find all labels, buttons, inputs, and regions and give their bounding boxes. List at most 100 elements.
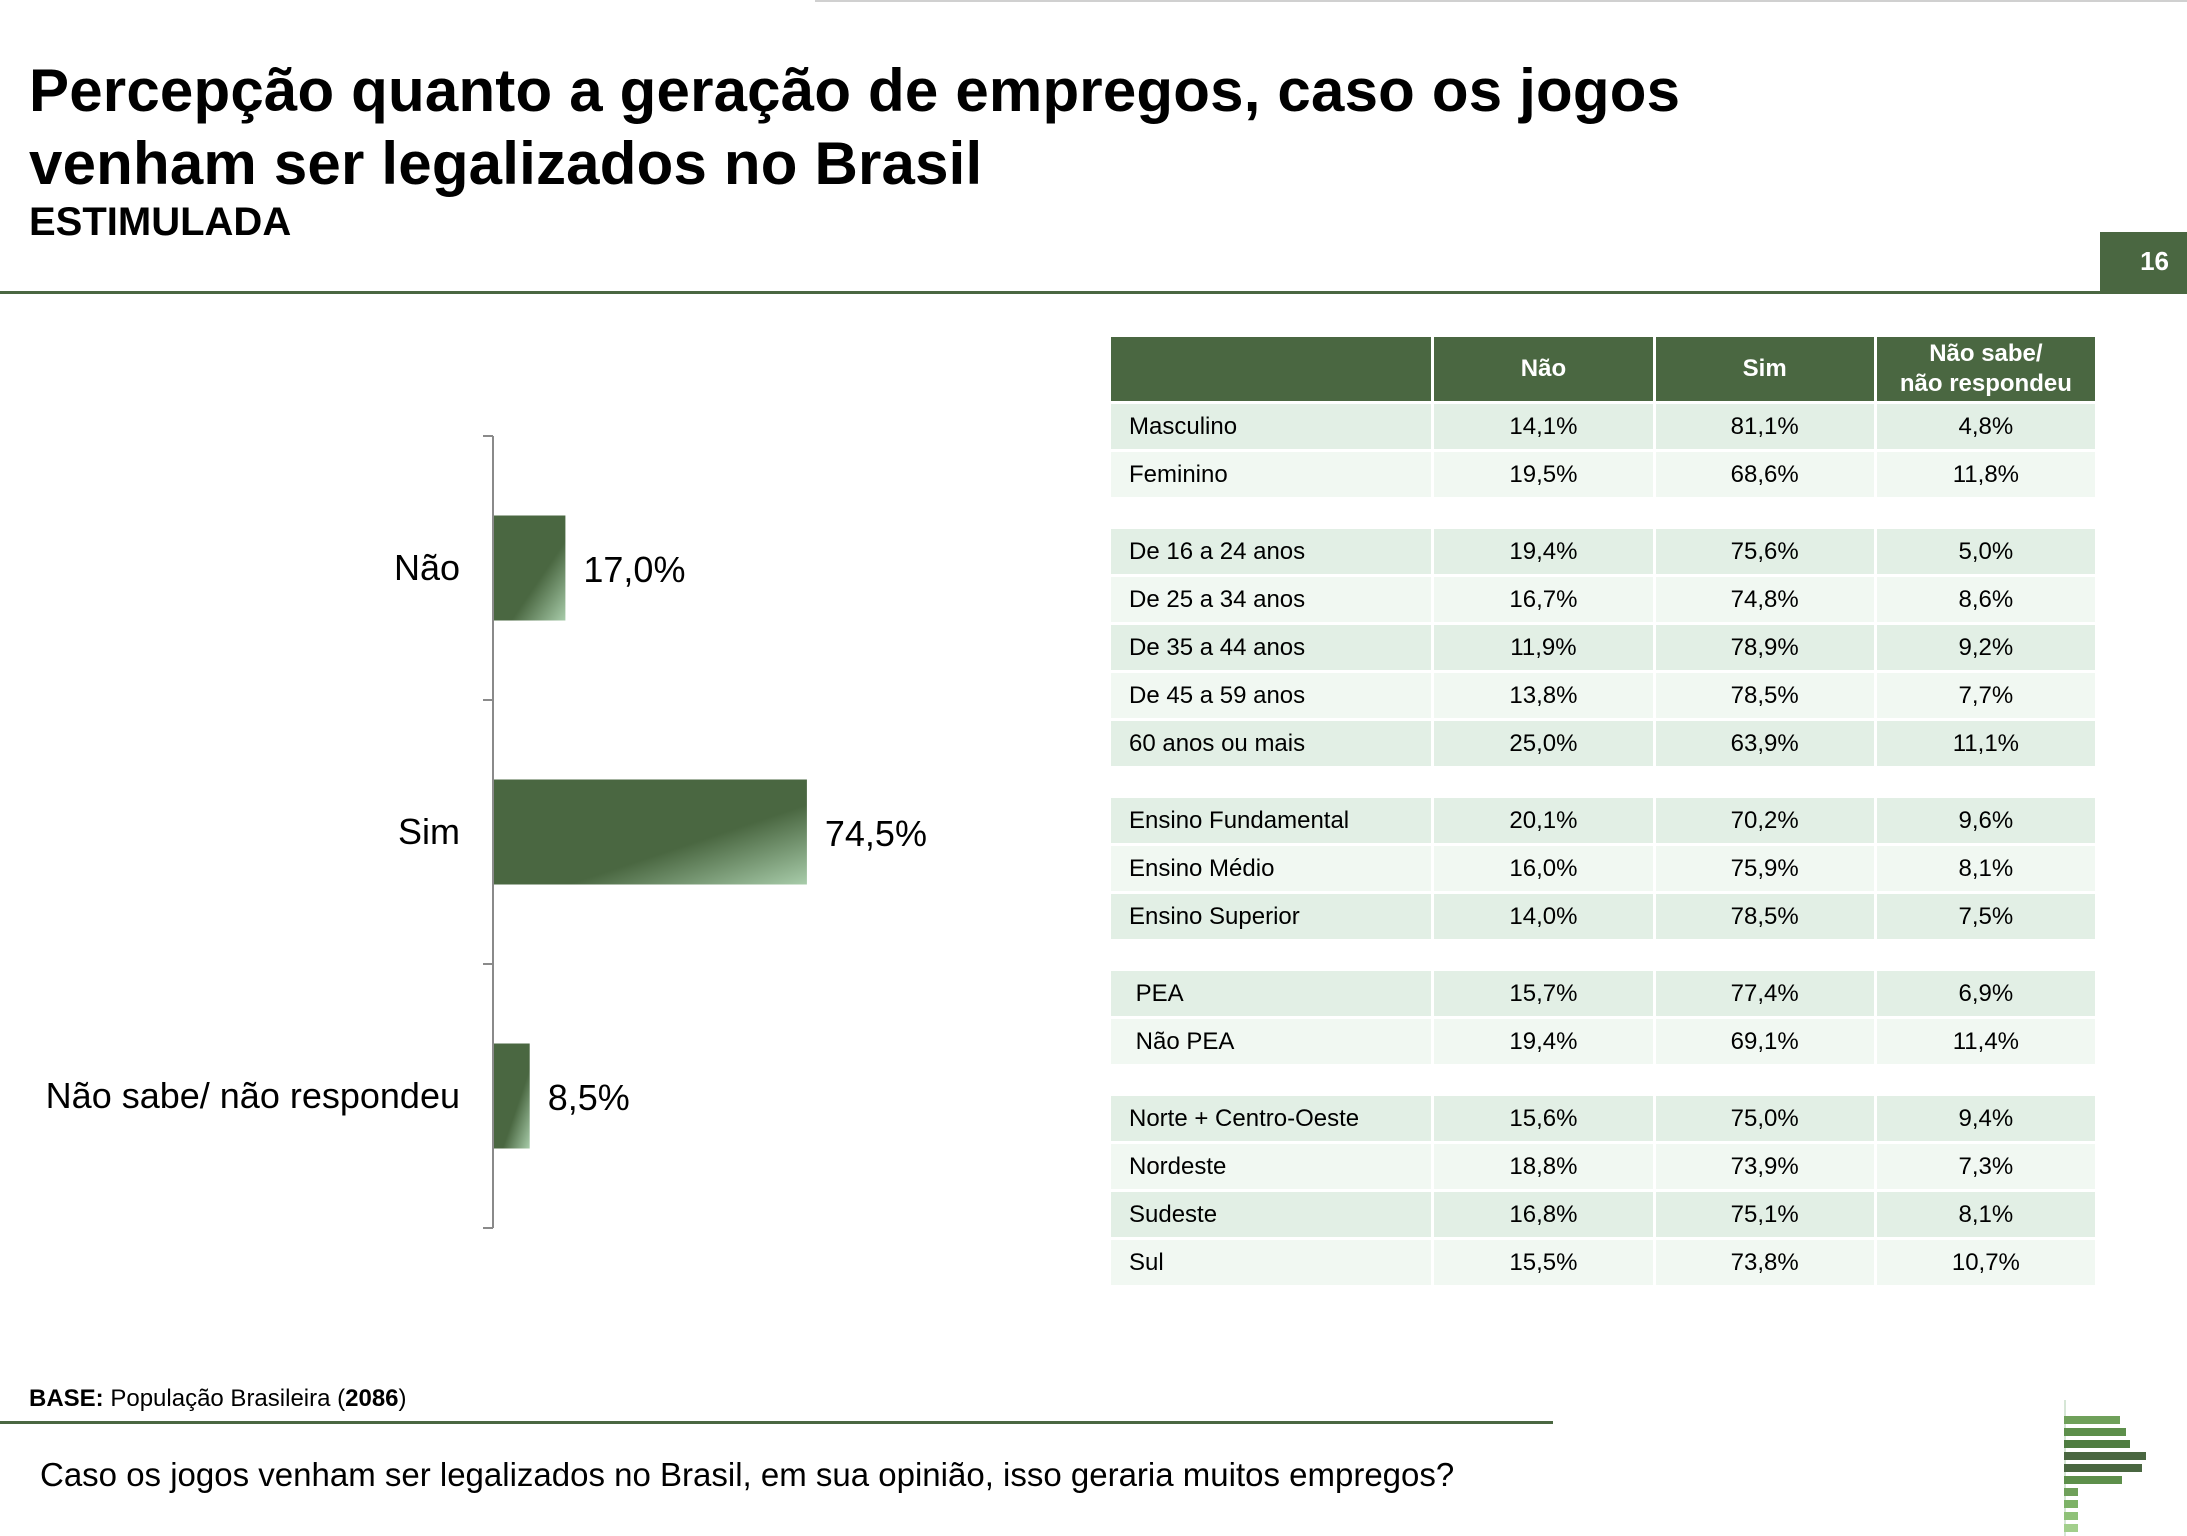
- table-row: Masculino 14,1% 81,1% 4,8%: [1111, 404, 2095, 449]
- table-row: Norte + Centro-Oeste 15,6% 75,0% 9,4%: [1111, 1096, 2095, 1141]
- footer-divider: [0, 1421, 1553, 1424]
- table-body: Masculino 14,1% 81,1% 4,8% Feminino 19,5% 68,6…: [1111, 404, 2095, 1285]
- base-label: BASE:: [29, 1385, 104, 1412]
- table-cell: 16,7%: [1434, 577, 1653, 622]
- row-label: Norte + Centro-Oeste: [1111, 1096, 1432, 1141]
- row-label: Sul: [1111, 1240, 1432, 1285]
- value-label-2: 8,5%: [548, 1077, 630, 1118]
- table-cell: 20,1%: [1434, 798, 1653, 843]
- table-cell: 81,1%: [1655, 404, 1874, 449]
- row-label: PEA: [1111, 971, 1432, 1016]
- base-close: ): [398, 1385, 407, 1412]
- category-label-1: Sim: [398, 811, 460, 852]
- table-cell: 78,5%: [1655, 673, 1874, 718]
- base-count: 2086: [345, 1385, 399, 1412]
- table-cell: 4,8%: [1876, 404, 2095, 449]
- table-cell: 18,8%: [1434, 1144, 1653, 1189]
- title-line-2: venham ser legalizados no Brasil: [29, 130, 983, 197]
- table-cell: 74,8%: [1655, 577, 1874, 622]
- table-cell: 6,9%: [1876, 971, 2095, 1016]
- table-cell: 8,6%: [1876, 577, 2095, 622]
- table-cell: 19,4%: [1434, 529, 1653, 574]
- table-cell: 25,0%: [1434, 721, 1653, 766]
- table-row: Ensino Superior 14,0% 78,5% 7,5%: [1111, 894, 2095, 939]
- row-label: Feminino: [1111, 452, 1432, 497]
- table-cell: 9,4%: [1876, 1096, 2095, 1141]
- table-group-spacer: [1111, 769, 2095, 795]
- spacer-cell: [1111, 769, 2095, 795]
- chart-axis: [483, 435, 494, 1229]
- bar-2: [494, 1043, 530, 1149]
- table-cell: 11,9%: [1434, 625, 1653, 670]
- table-row: Ensino Fundamental 20,1% 70,2% 9,6%: [1111, 798, 2095, 843]
- row-label: De 45 a 59 anos: [1111, 673, 1432, 718]
- category-label-0: Não: [394, 547, 460, 588]
- row-label: Ensino Médio: [1111, 846, 1432, 891]
- table-cell: 13,8%: [1434, 673, 1653, 718]
- table-cell: 14,0%: [1434, 894, 1653, 939]
- table-cell: 9,6%: [1876, 798, 2095, 843]
- demographic-table: Não Sim Não sabe/ não respondeu Masculin…: [1108, 334, 2098, 1288]
- table-cell: 7,5%: [1876, 894, 2095, 939]
- value-label-1: 74,5%: [825, 813, 927, 854]
- row-label: Masculino: [1111, 404, 1432, 449]
- row-label: De 35 a 44 anos: [1111, 625, 1432, 670]
- table-cell: 16,0%: [1434, 846, 1653, 891]
- header-divider: [0, 291, 2187, 294]
- value-label-0: 17,0%: [583, 549, 685, 590]
- table-cell: 7,7%: [1876, 673, 2095, 718]
- table-cell: 11,1%: [1876, 721, 2095, 766]
- spacer-cell: [1111, 1067, 2095, 1093]
- table-row: 60 anos ou mais 25,0% 63,9% 11,1%: [1111, 721, 2095, 766]
- table-cell: 69,1%: [1655, 1019, 1874, 1064]
- row-label: Nordeste: [1111, 1144, 1432, 1189]
- bar-1: [494, 779, 807, 885]
- table-cell: 14,1%: [1434, 404, 1653, 449]
- page-number-badge: 16: [2100, 232, 2187, 291]
- table-cell: 78,9%: [1655, 625, 1874, 670]
- row-label: Não PEA: [1111, 1019, 1432, 1064]
- title-line-1: Percepção quanto a geração de empregos, …: [29, 57, 1681, 124]
- table-cell: 7,3%: [1876, 1144, 2095, 1189]
- top-decorative-line: [815, 0, 2187, 2]
- bar-0: [494, 515, 566, 621]
- company-logo-stripes-icon: [2064, 1400, 2146, 1536]
- table-cell: 75,0%: [1655, 1096, 1874, 1141]
- column-header: [1111, 337, 1432, 401]
- base-text: População Brasileira (: [103, 1385, 346, 1412]
- table-cell: 19,4%: [1434, 1019, 1653, 1064]
- table-row: De 16 a 24 anos 19,4% 75,6% 5,0%: [1111, 529, 2095, 574]
- chart-bars: Não 17,0% Sim 74,5% Não sabe/ não respondeu 8…: [46, 515, 927, 1149]
- table-cell: 70,2%: [1655, 798, 1874, 843]
- table-row: De 25 a 34 anos 16,7% 74,8% 8,6%: [1111, 577, 2095, 622]
- table-group-spacer: [1111, 500, 2095, 526]
- table-cell: 15,7%: [1434, 971, 1653, 1016]
- table-cell: 9,2%: [1876, 625, 2095, 670]
- table-cell: 73,9%: [1655, 1144, 1874, 1189]
- table-cell: 68,6%: [1655, 452, 1874, 497]
- table-cell: 5,0%: [1876, 529, 2095, 574]
- page-subtitle: ESTIMULADA: [29, 200, 292, 244]
- row-label: Ensino Superior: [1111, 894, 1432, 939]
- survey-question: Caso os jogos venham ser legalizados no …: [40, 1456, 1455, 1493]
- row-label: 60 anos ou mais: [1111, 721, 1432, 766]
- spacer-cell: [1111, 942, 2095, 968]
- table-group-spacer: [1111, 942, 2095, 968]
- bar-chart: Não 17,0% Sim 74,5% Não sabe/ não respondeu 8…: [46, 435, 927, 1229]
- table-cell: 10,7%: [1876, 1240, 2095, 1285]
- table-row: Não PEA 19,4% 69,1% 11,4%: [1111, 1019, 2095, 1064]
- table-cell: 11,4%: [1876, 1019, 2095, 1064]
- table-cell: 15,5%: [1434, 1240, 1653, 1285]
- column-header-nao-sabe: Não sabe/ não respondeu: [1876, 337, 2095, 401]
- table-header-row: Não Sim Não sabe/ não respondeu: [1111, 337, 2095, 401]
- table-row: PEA 15,7% 77,4% 6,9%: [1111, 971, 2095, 1016]
- table-row: De 45 a 59 anos 13,8% 78,5% 7,7%: [1111, 673, 2095, 718]
- spacer-cell: [1111, 500, 2095, 526]
- table-cell: 77,4%: [1655, 971, 1874, 1016]
- table-row: Ensino Médio 16,0% 75,9% 8,1%: [1111, 846, 2095, 891]
- row-label: De 25 a 34 anos: [1111, 577, 1432, 622]
- table-group-spacer: [1111, 1067, 2095, 1093]
- column-header-sim: Sim: [1655, 337, 1874, 401]
- table-cell: 75,1%: [1655, 1192, 1874, 1237]
- row-label: De 16 a 24 anos: [1111, 529, 1432, 574]
